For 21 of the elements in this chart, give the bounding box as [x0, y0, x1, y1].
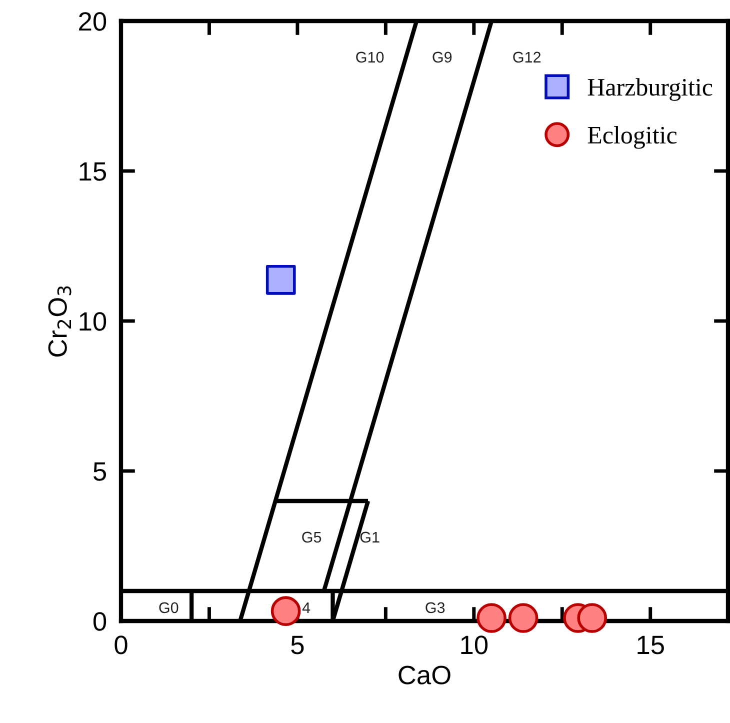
legend-label: Harzburgitic: [588, 78, 712, 101]
y-axis-title: Cr$_{2}$O$_{3}$: [48, 286, 72, 357]
y-tick-label: 0: [93, 612, 106, 631]
y-tick-label: 20: [79, 12, 106, 31]
y-tick-label: 10: [80, 312, 106, 331]
annotation: 4: [302, 602, 310, 613]
x-tick-label: 10: [461, 636, 488, 654]
annotation: G3: [426, 602, 445, 614]
x-axis-title: CaO: [398, 666, 450, 684]
y-tick-label: 15: [80, 162, 106, 181]
x-tick-label: 0: [114, 636, 128, 654]
annotation: G9: [432, 52, 452, 63]
annotation: G1: [360, 532, 380, 543]
annotation: G12: [513, 52, 541, 63]
annotation: G5: [302, 532, 322, 543]
legend-label: Eclogitic: [588, 126, 677, 149]
annotation: G0: [159, 602, 178, 614]
x-tick-label: 15: [638, 636, 664, 654]
x-tick-label: 5: [291, 636, 304, 654]
annotation: G10: [356, 52, 384, 63]
y-tick-label: 5: [93, 462, 106, 481]
